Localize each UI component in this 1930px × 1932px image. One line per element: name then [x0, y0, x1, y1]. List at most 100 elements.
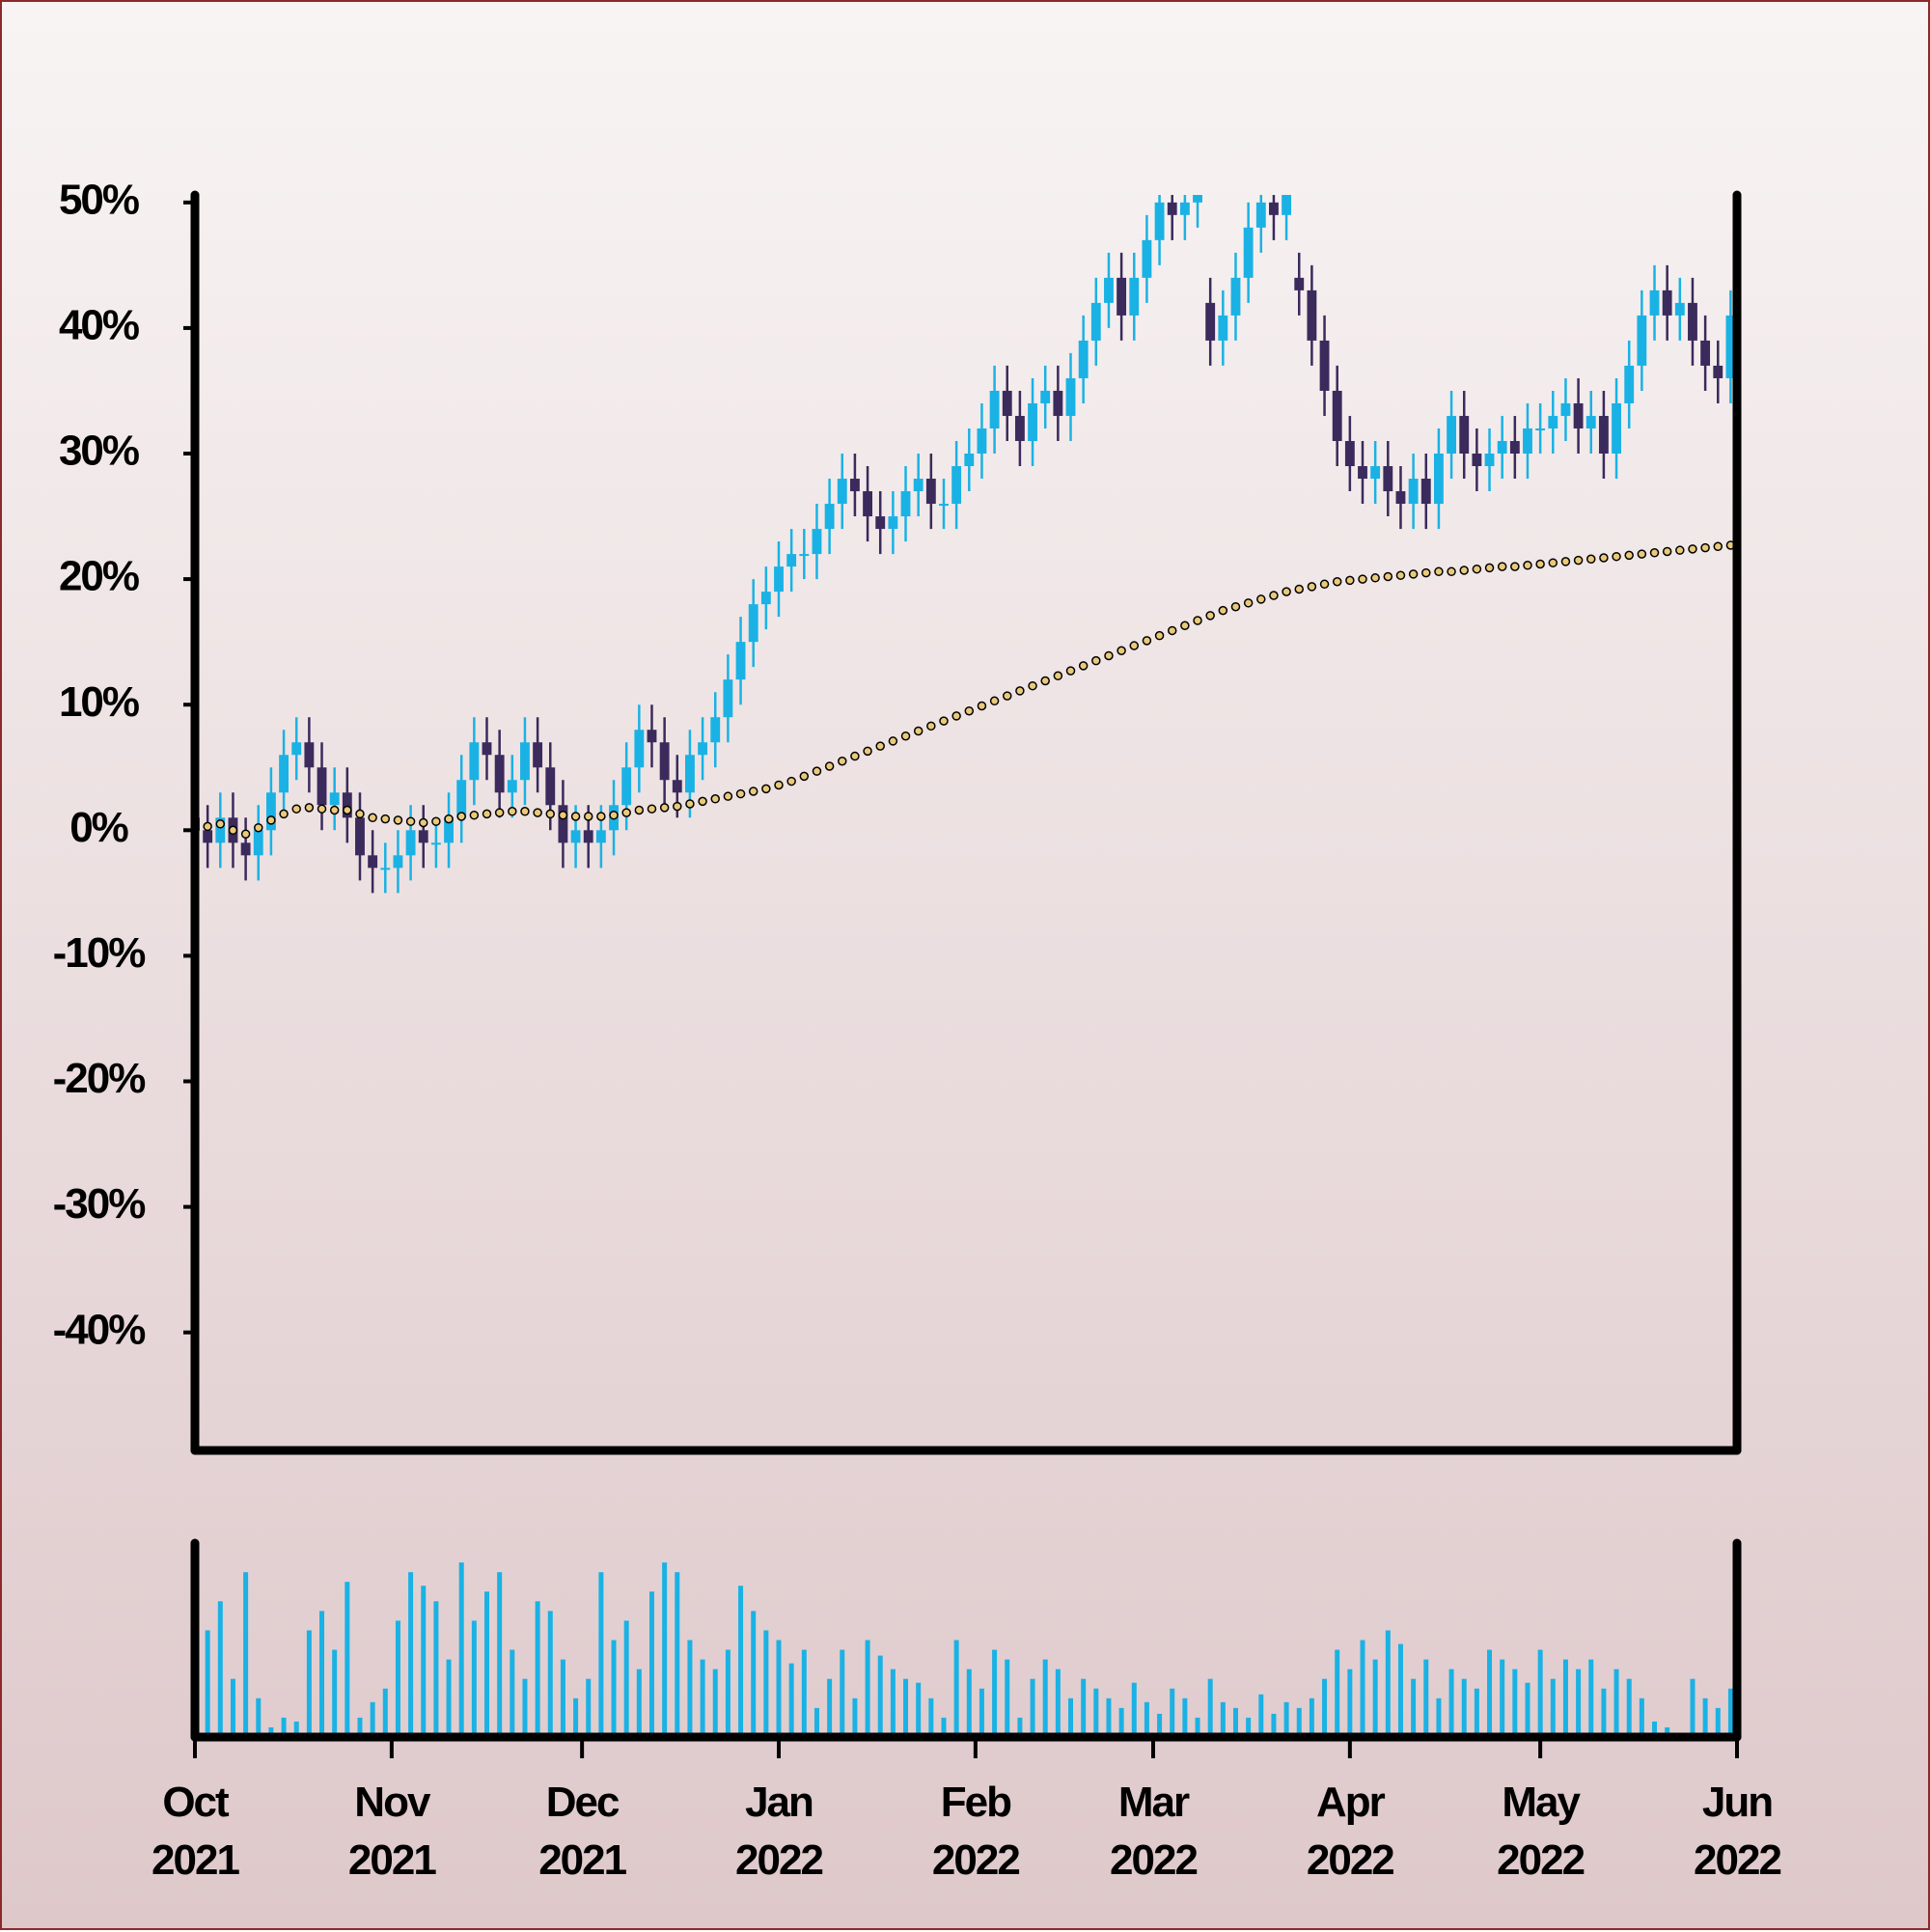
candle-body [1509, 440, 1520, 455]
volume-bar [1144, 1701, 1149, 1737]
candle-body [824, 504, 835, 530]
volume-bar [890, 1669, 896, 1737]
volume-bar [1601, 1688, 1607, 1737]
volume-bar [421, 1586, 427, 1737]
average-dot [647, 804, 657, 814]
average-dot [1205, 611, 1215, 621]
average-dot [405, 816, 416, 826]
average-dot [989, 696, 1000, 706]
candle-body [799, 554, 810, 557]
volume-bar [1258, 1694, 1264, 1737]
candle-body [520, 742, 530, 781]
average-dot [304, 803, 315, 813]
volume-bar [433, 1601, 439, 1737]
y-tick-label: -20% [53, 1055, 146, 1102]
candle-body [368, 855, 378, 869]
average-dot [1167, 625, 1177, 636]
axes: 50% 40% 30% 20% 10% 0% -10% -20% -30% -40% [53, 176, 1742, 1758]
volume-bar [1525, 1682, 1530, 1737]
average-dot [583, 812, 593, 821]
volume-bar [256, 1697, 262, 1737]
volume-bar [1461, 1678, 1467, 1737]
candle-body [1129, 277, 1140, 316]
candle-body [1637, 315, 1647, 366]
candle-body [1383, 466, 1393, 492]
volume-bar [522, 1678, 528, 1737]
average-dot [329, 805, 340, 815]
y-tick-label: 0% [69, 804, 127, 851]
volume-bar [471, 1620, 477, 1737]
average-dot [291, 804, 301, 814]
average-dot [1649, 548, 1660, 558]
average-dot [1002, 691, 1012, 701]
volume-bar [1397, 1643, 1403, 1737]
candle-body [1332, 390, 1342, 441]
candle-body [494, 755, 505, 793]
average-dot [1218, 605, 1228, 616]
x-tick-label: Feb 2022 [931, 1779, 1021, 1884]
candle-body [405, 830, 416, 856]
average-dot [418, 817, 428, 828]
average-dot [723, 791, 733, 801]
volume-bar [395, 1620, 400, 1737]
average-dot [1180, 621, 1190, 630]
candle-body [1395, 491, 1406, 505]
candle-body [1167, 202, 1177, 215]
candle-body [1725, 315, 1736, 378]
average-dot [431, 816, 441, 826]
volume-bar [1512, 1669, 1518, 1737]
volume-bar [1296, 1707, 1302, 1737]
volume-bar [1017, 1717, 1023, 1737]
average-dot [634, 805, 645, 815]
y-tick-label: 20% [59, 553, 139, 600]
average-dot [1256, 594, 1266, 604]
volume-bar [243, 1572, 249, 1737]
volume-bar [1322, 1678, 1328, 1737]
average-dot [761, 784, 771, 794]
candle-body [964, 454, 975, 467]
candle-body [1484, 454, 1495, 467]
average-dot [317, 804, 327, 814]
candle-body [875, 516, 886, 530]
average-dot [279, 809, 289, 819]
average-dot [812, 766, 822, 776]
candle-body [735, 642, 746, 680]
volume-bar [928, 1697, 934, 1737]
volume-bar [1626, 1678, 1632, 1737]
candle-body [595, 830, 606, 843]
candle-body [291, 742, 302, 756]
volume-bar [611, 1640, 617, 1737]
average-dot [1599, 553, 1609, 563]
candle-body [317, 767, 327, 806]
candle-body [507, 780, 517, 793]
volume-bar [1335, 1649, 1340, 1737]
candle-body [1649, 290, 1660, 316]
candle-body [698, 742, 708, 756]
average-dot [380, 814, 391, 824]
volume-bar [1588, 1659, 1594, 1737]
volume-bar [801, 1649, 807, 1737]
volume-bar [916, 1682, 922, 1737]
candle-body [1548, 415, 1558, 428]
volume-bar [1220, 1701, 1226, 1737]
candle-body [240, 842, 251, 856]
x-tick-label: Nov 2021 [347, 1779, 437, 1884]
candle-body [748, 604, 758, 643]
candle-body [1117, 277, 1127, 316]
candle-body [1218, 315, 1228, 341]
volume-bar [827, 1678, 833, 1737]
average-dot [1612, 551, 1621, 562]
average-dot [1497, 562, 1507, 571]
volume-bar [1448, 1669, 1454, 1737]
volume-bar [1500, 1659, 1505, 1737]
candle-body [1674, 302, 1685, 316]
candle-body [1688, 302, 1697, 341]
candle-body [444, 817, 454, 843]
average-dot [1307, 582, 1317, 592]
volume-bar [966, 1669, 972, 1737]
candle-body [1243, 227, 1254, 278]
average-dot [1028, 680, 1037, 691]
candle-body [1700, 340, 1711, 366]
candle-body [253, 830, 263, 856]
volume-bar [370, 1701, 375, 1737]
